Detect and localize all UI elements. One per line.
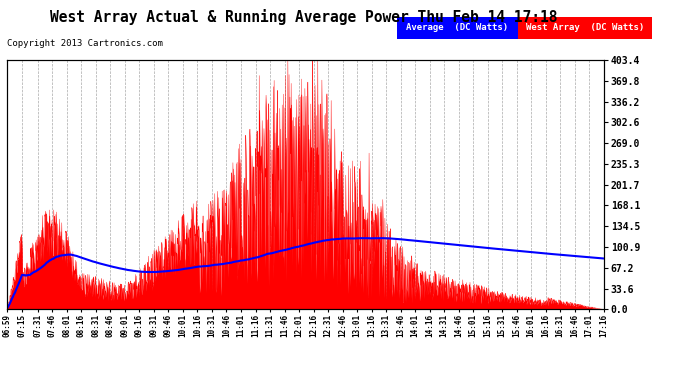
- Text: Copyright 2013 Cartronics.com: Copyright 2013 Cartronics.com: [7, 39, 163, 48]
- Text: West Array  (DC Watts): West Array (DC Watts): [526, 23, 644, 32]
- Text: Average  (DC Watts): Average (DC Watts): [406, 23, 509, 32]
- Text: West Array Actual & Running Average Power Thu Feb 14 17:18: West Array Actual & Running Average Powe…: [50, 9, 558, 26]
